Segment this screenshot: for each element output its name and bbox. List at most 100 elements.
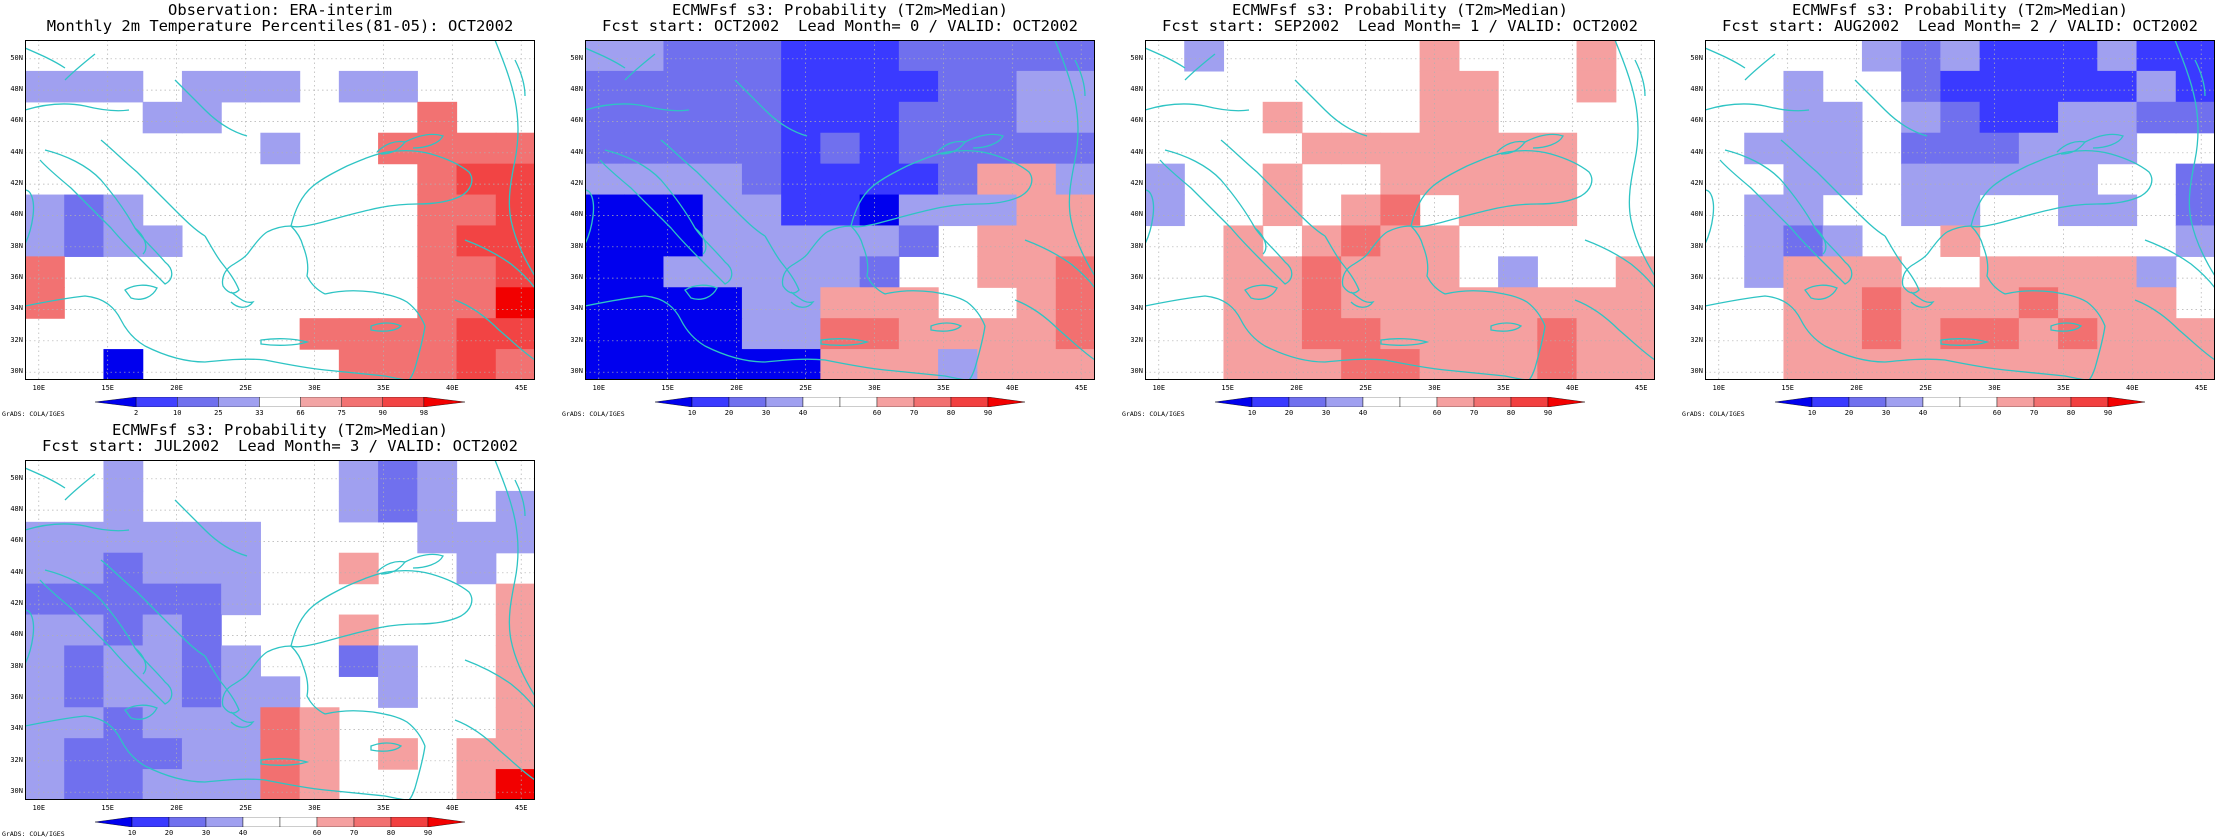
grid-cell <box>1301 287 1342 319</box>
lon-tick-label: 45E <box>2194 384 2208 392</box>
grid-cell <box>1940 349 1981 380</box>
panel-observation: Observation: ERA-interim Monthly 2m Tempe… <box>0 0 560 420</box>
colorbar-tick-label: 2 <box>134 409 139 417</box>
grid-cell <box>1901 163 1941 196</box>
map-area <box>585 40 1095 380</box>
colorbar-swatch <box>2033 397 2072 407</box>
grid-cell <box>2058 287 2098 319</box>
grid-cell <box>585 163 625 196</box>
grid-cell <box>2058 40 2098 72</box>
lon-tick-label: 30E <box>1988 384 2001 392</box>
lat-tick-label: 42N <box>10 599 23 608</box>
lat-tick-label: 50N <box>1130 53 1143 62</box>
grid-cell <box>898 194 939 227</box>
grid-cell <box>1783 256 1824 288</box>
grid-cell <box>221 738 261 770</box>
grid-cell <box>142 521 183 554</box>
grid-cell <box>741 287 782 319</box>
grid-cell <box>1341 318 1381 350</box>
grid-cell <box>585 194 625 227</box>
grid-cell <box>898 70 939 103</box>
grid-cell <box>1861 40 1902 72</box>
grid-cell <box>1380 163 1421 196</box>
lat-tick-label: 32N <box>570 335 583 344</box>
grid-cell <box>495 707 535 739</box>
grid-cell <box>64 769 105 800</box>
grid-cell <box>781 194 821 227</box>
grid-cell <box>417 490 458 523</box>
grid-cell <box>585 70 625 103</box>
grid-cell <box>2018 40 2059 72</box>
lon-tick-label: 40E <box>445 804 459 812</box>
grid-cell <box>1055 163 1095 196</box>
grid-cell <box>859 132 900 165</box>
grid-cell <box>1223 318 1264 350</box>
grid-cell <box>781 163 821 196</box>
colorbar-tick-label: 20 <box>1284 409 1294 417</box>
lat-tick-label: 44N <box>10 567 23 576</box>
colorbar-tick-label: 10 <box>173 409 182 417</box>
grads-credit: GrADS: COLA/IGES <box>1122 410 1185 418</box>
grid-cell <box>221 769 261 800</box>
shaded-grid <box>25 40 535 380</box>
grid-cell <box>142 552 183 585</box>
grid-cell <box>495 194 535 227</box>
grid-cell <box>1615 349 1655 380</box>
lat-tick-label: 30N <box>1690 367 1703 376</box>
grid-cell <box>2175 163 2215 196</box>
grid-cell <box>1783 349 1824 380</box>
grid-cell <box>1301 225 1342 257</box>
colorbar-tick-label: 30 <box>761 409 771 417</box>
colorbar-swatch <box>168 817 207 827</box>
grid-cell <box>1576 70 1617 103</box>
colorbar-swatch <box>1922 397 1961 407</box>
grid-cell <box>1055 349 1095 380</box>
grid-cell <box>456 318 497 350</box>
grid-cell <box>1145 163 1185 196</box>
grid-cell <box>938 70 978 103</box>
grid-cell <box>417 521 458 554</box>
grid-cell <box>2175 70 2215 103</box>
grid-cell <box>702 101 743 134</box>
colorbar <box>1775 397 2145 407</box>
colorbar-tick-label: 60 <box>1992 409 2002 417</box>
colorbar-tick-label: 66 <box>296 409 305 417</box>
grid-cell <box>378 645 418 677</box>
grid-cell <box>1016 70 1057 103</box>
grid-cell <box>142 707 183 739</box>
grid-cell <box>378 70 418 103</box>
colorbar-tick-label: 75 <box>337 409 346 417</box>
grid-cell <box>1341 287 1381 319</box>
lon-tick-label: 15E <box>661 384 675 392</box>
colorbar-swatch <box>177 397 219 407</box>
grid-cell <box>702 225 743 257</box>
lon-tick-label: 15E <box>101 384 115 392</box>
grid-cell <box>663 101 704 134</box>
colorbar-swatch <box>765 397 804 407</box>
grid-cell <box>64 552 105 585</box>
lat-tick-label: 30N <box>10 367 23 376</box>
grid-cell <box>338 614 379 647</box>
grid-cell <box>663 163 704 196</box>
lat-tick-label: 46N <box>10 116 23 125</box>
grid-cell <box>663 318 704 350</box>
grid-cell <box>142 225 183 257</box>
colorbar-swatch <box>876 397 915 407</box>
lat-tick-label: 38N <box>1130 241 1143 250</box>
colorbar-swatch <box>135 397 178 407</box>
grid-cell <box>585 132 625 165</box>
lon-tick-label: 15E <box>101 804 115 812</box>
lat-tick-label: 34N <box>10 304 23 313</box>
lat-tick-label: 50N <box>10 53 23 62</box>
lat-tick-label: 38N <box>570 241 583 250</box>
grid-cell <box>1380 287 1421 319</box>
grid-cell <box>1380 194 1421 227</box>
grid-cell <box>741 163 782 196</box>
grid-cell <box>1822 101 1863 134</box>
grid-cell <box>820 132 861 165</box>
grid-cell <box>1979 132 2020 165</box>
lat-tick-label: 38N <box>1690 241 1703 250</box>
grid-cell <box>1822 256 1863 288</box>
grid-cell <box>2018 256 2059 288</box>
grid-cell <box>977 132 1018 165</box>
